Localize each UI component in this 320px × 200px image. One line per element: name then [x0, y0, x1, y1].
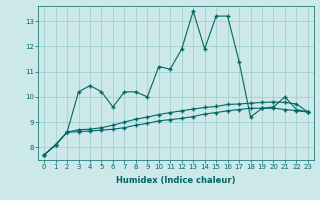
X-axis label: Humidex (Indice chaleur): Humidex (Indice chaleur)	[116, 176, 236, 185]
